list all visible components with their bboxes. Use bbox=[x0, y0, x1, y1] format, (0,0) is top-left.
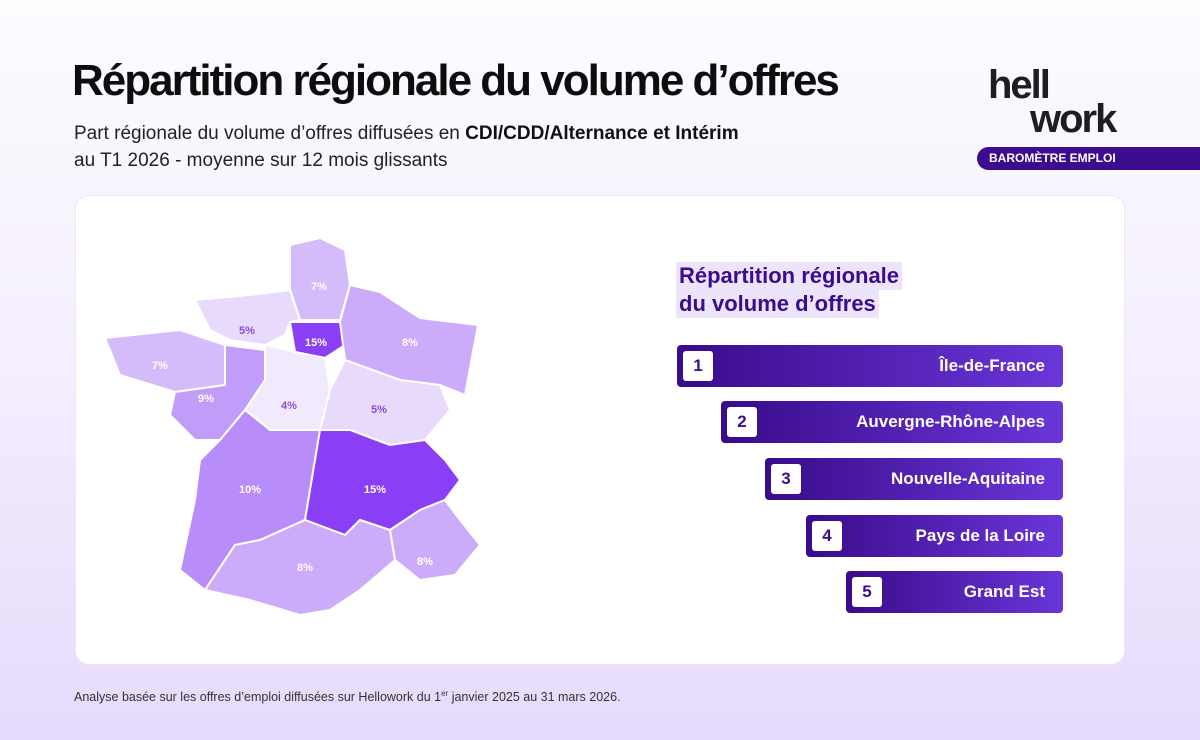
title: Répartition régionale du volume d’offres bbox=[72, 56, 840, 105]
footnote-sup: er bbox=[441, 689, 449, 698]
logo: hell work bbox=[988, 63, 1138, 141]
region bbox=[193, 288, 302, 347]
region-label: 15% bbox=[305, 337, 327, 349]
region-label: 9% bbox=[198, 393, 214, 405]
subtitle-bold: CDI/CDD/Alternance et Intérim bbox=[465, 123, 739, 144]
region-label: 8% bbox=[417, 556, 433, 568]
ranking-bar: 5 Grand Est bbox=[846, 571, 1063, 613]
region-name: Île-de-France bbox=[939, 356, 1045, 375]
region bbox=[288, 321, 347, 360]
ranking-title-line: du volume d’offres bbox=[676, 290, 879, 318]
region-label: 15% bbox=[364, 484, 386, 496]
rank: 4 bbox=[812, 521, 842, 551]
region-name: Nouvelle-Aquitaine bbox=[891, 469, 1045, 488]
ranking-bar: 3 Nouvelle-Aquitaine bbox=[765, 458, 1063, 500]
logo-top: hell bbox=[988, 63, 1051, 107]
region bbox=[338, 283, 480, 397]
region-label: 5% bbox=[371, 404, 387, 416]
rank: 2 bbox=[727, 407, 757, 437]
region bbox=[289, 236, 352, 321]
region-label: 7% bbox=[152, 360, 168, 372]
region-label: 5% bbox=[239, 325, 255, 337]
rank: 5 bbox=[852, 577, 882, 607]
ranking-bar: 4 Pays de la Loire bbox=[806, 515, 1063, 557]
subtitle: Part régionale du volume d’offres diffus… bbox=[74, 120, 739, 174]
region-name: Grand Est bbox=[963, 582, 1045, 601]
logo-bottom: work bbox=[1030, 97, 1117, 141]
ranking-title-line: Répartition régionale bbox=[676, 262, 903, 290]
region-name: Auvergne-Rhône-Alpes bbox=[856, 412, 1045, 431]
region-label: 10% bbox=[239, 484, 261, 496]
ranking-bar: 2 Auvergne-Rhône-Alpes bbox=[721, 401, 1063, 443]
rank: 1 bbox=[683, 351, 713, 381]
region-label: 7% bbox=[311, 281, 327, 293]
region bbox=[388, 498, 482, 582]
ranking-bar: 1 Île-de-France bbox=[677, 345, 1063, 387]
footnote: Analyse basée sur les offres d’emploi di… bbox=[74, 689, 621, 704]
region-name: Pays de la Loire bbox=[915, 526, 1045, 545]
footnote-end: janvier 2025 au 31 mars 2026. bbox=[448, 690, 621, 705]
subtitle-end: au T1 2026 - moyenne sur 12 mois glissan… bbox=[74, 150, 448, 171]
region-label: 8% bbox=[402, 337, 418, 349]
region-label: 4% bbox=[281, 400, 297, 412]
region-label: 8% bbox=[297, 562, 313, 574]
ranking-title: Répartition régionale du volume d’offres bbox=[676, 262, 903, 318]
logo-tag: BAROMÈTRE EMPLOI bbox=[977, 147, 1200, 170]
rank: 3 bbox=[771, 464, 801, 494]
subtitle-start: Part régionale du volume d’offres diffus… bbox=[74, 123, 466, 144]
region bbox=[103, 328, 242, 394]
footnote-start: Analyse basée sur les offres d’emploi di… bbox=[74, 690, 442, 705]
